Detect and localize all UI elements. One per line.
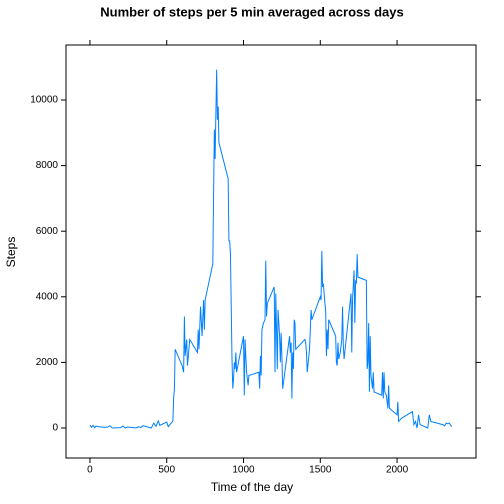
y-axis-label: Steps	[4, 237, 18, 268]
data-line	[89, 69, 453, 429]
x-tick-label: 1500	[309, 465, 332, 476]
x-axis-label: Time of the day	[211, 480, 293, 494]
x-tick-label: 1000	[232, 465, 255, 476]
panel	[65, 44, 477, 459]
y-tick-label: 0	[52, 423, 58, 434]
y-tick-label: 2000	[36, 357, 59, 368]
y-tick-label: 10000	[30, 95, 58, 106]
chart-title: Number of steps per 5 min averaged acros…	[100, 4, 403, 19]
x-tick-label: 0	[87, 465, 93, 476]
x-tick-label: 2000	[386, 465, 409, 476]
x-tick-label: 500	[158, 465, 175, 476]
y-tick-label: 6000	[36, 226, 59, 237]
y-tick-label: 8000	[36, 160, 59, 171]
y-tick-label: 4000	[36, 291, 59, 302]
